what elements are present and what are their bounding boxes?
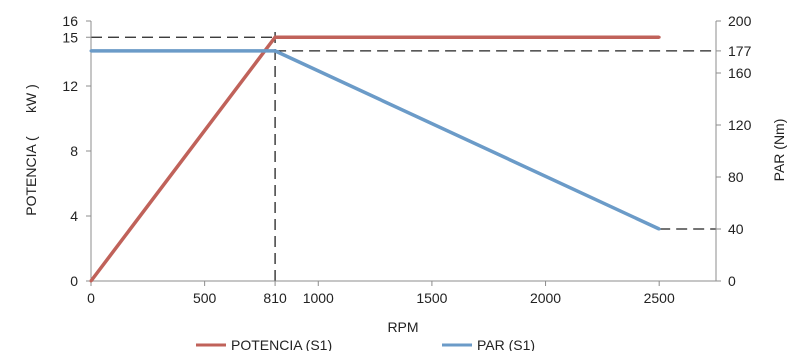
series-line-0 — [89, 35, 660, 283]
y-right-tick-label: 200 — [728, 13, 752, 29]
series-line-1 — [91, 49, 660, 231]
y-left-tick-label: 12 — [62, 78, 78, 94]
legend-label-par: PAR (S1) — [477, 337, 535, 351]
series-1-point — [89, 49, 93, 53]
legend-label-potencia: POTENCIA (S1) — [231, 337, 332, 351]
y-right-tick-label: 80 — [728, 169, 744, 185]
y-right-axis-title: PAR (Nm) — [771, 119, 787, 182]
y-right-tick-label: 177 — [728, 43, 752, 59]
y-left-tick-label: 4 — [70, 208, 78, 224]
series-0-point — [273, 35, 277, 39]
y-left-tick-label: 15 — [62, 29, 78, 45]
series-0-point — [89, 279, 93, 283]
x-tick-label: 500 — [193, 290, 217, 306]
reference-lines — [91, 31, 716, 281]
legend: POTENCIA (S1) PAR (S1) — [196, 337, 535, 351]
tick-labels: 0 500 810 1000 1500 2000 250004812151604080120… — [62, 13, 751, 306]
x-tick-label: 2500 — [644, 290, 675, 306]
x-tick-label: 1000 — [303, 290, 334, 306]
series-0-point — [657, 35, 661, 39]
x-tick-label: 0 — [87, 290, 95, 306]
y-right-tick-label: 120 — [728, 117, 752, 133]
x-tick-label: 2000 — [530, 290, 561, 306]
series-lines — [89, 35, 661, 283]
y-left-tick-label: 8 — [70, 143, 78, 159]
x-tick-label: 810 — [263, 290, 287, 306]
series-1-point — [273, 49, 277, 53]
axes — [86, 20, 721, 286]
series-1-point — [657, 227, 661, 231]
y-right-tick-label: 160 — [728, 65, 752, 81]
y-right-tick-label: 40 — [728, 221, 744, 237]
y-left-tick-label: 0 — [70, 273, 78, 289]
y-right-tick-label: 0 — [728, 273, 736, 289]
x-tick-label: 1500 — [416, 290, 447, 306]
x-axis-title: RPM — [387, 319, 418, 335]
y-left-tick-label: 16 — [62, 13, 78, 29]
y-left-axis-title: POTENCIA ( kW ) — [23, 84, 39, 215]
